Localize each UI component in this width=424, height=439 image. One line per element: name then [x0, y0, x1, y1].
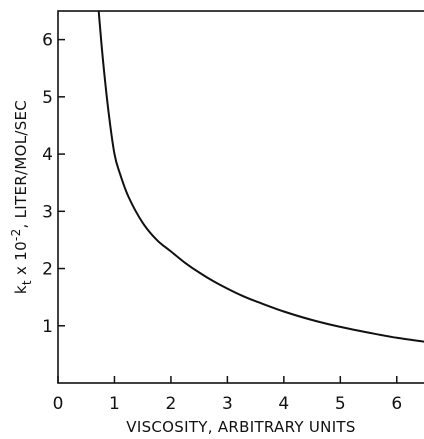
- x-tick-label-0: 0: [53, 394, 64, 414]
- x-tick-label-2: 2: [166, 394, 177, 414]
- x-tick-label-1: 1: [109, 394, 120, 414]
- y-tick-labels: 1 2 3 4 5 6: [42, 31, 53, 337]
- x-tick-label-4: 4: [278, 394, 289, 414]
- plot-frame: [57, 10, 424, 384]
- x-tick-label-3: 3: [222, 394, 233, 414]
- y-axis-label-times: x 10: [12, 241, 30, 280]
- y-axis-label-exponent: -2: [9, 228, 23, 241]
- rate-curve: [97, 10, 424, 343]
- x-tick-label-6: 6: [391, 394, 402, 414]
- y-axis-label: kt x 10-2, LITER/MOL/SEC: [9, 100, 34, 294]
- x-tick-labels: 0 1 2 3 4 5 6: [53, 394, 403, 414]
- tick-marks: [57, 38, 398, 383]
- y-tick-label-3: 4: [42, 145, 53, 165]
- y-tick-label-1: 2: [42, 260, 53, 280]
- y-axis-label-subscript: t: [20, 280, 34, 285]
- y-axis-label-k: k: [12, 285, 30, 294]
- x-tick-label-5: 5: [335, 394, 346, 414]
- y-tick-label-0: 1: [42, 317, 53, 337]
- x-axis-label: VISCOSITY, ARBITRARY UNITS: [126, 418, 355, 436]
- y-tick-label-5: 6: [42, 31, 53, 51]
- y-axis-label-units: , LITER/MOL/SEC: [12, 100, 30, 229]
- y-tick-label-2: 3: [42, 202, 53, 222]
- y-tick-label-4: 5: [42, 88, 53, 108]
